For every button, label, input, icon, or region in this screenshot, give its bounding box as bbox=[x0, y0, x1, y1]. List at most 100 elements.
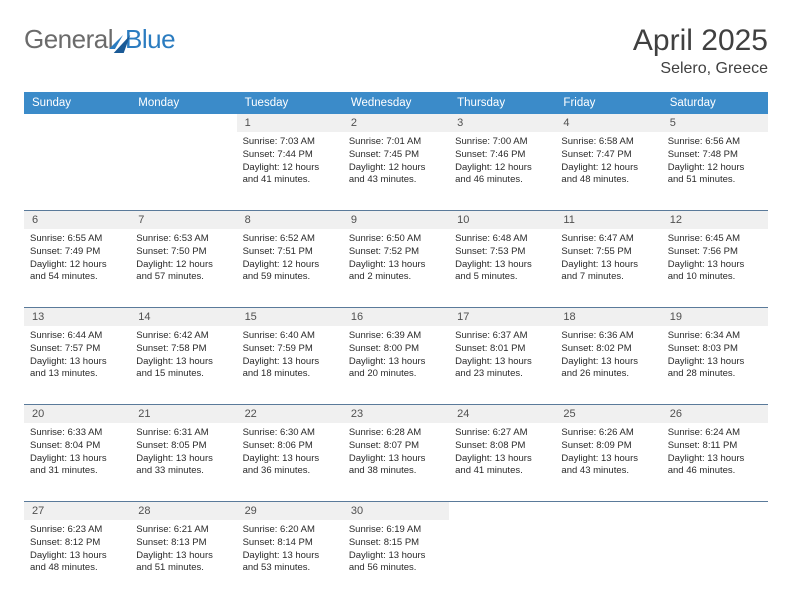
sunset: Sunset: 7:58 PM bbox=[136, 343, 230, 356]
sunset: Sunset: 7:46 PM bbox=[455, 149, 549, 162]
daylight: Daylight: 12 hours and 43 minutes. bbox=[349, 162, 443, 188]
daynum bbox=[24, 114, 130, 132]
dow-thu: Thursday bbox=[449, 92, 555, 114]
logo-text-2: Blue bbox=[125, 24, 175, 55]
daynum: 7 bbox=[130, 211, 236, 229]
sunrise: Sunrise: 6:30 AM bbox=[243, 427, 337, 440]
day-cell: Sunrise: 6:44 AMSunset: 7:57 PMDaylight:… bbox=[24, 326, 130, 404]
daynum-row: 13141516171819 bbox=[24, 308, 768, 326]
day-cell: Sunrise: 6:31 AMSunset: 8:05 PMDaylight:… bbox=[130, 423, 236, 501]
day-cell bbox=[555, 520, 661, 598]
daylight: Daylight: 13 hours and 28 minutes. bbox=[668, 356, 762, 382]
sunset: Sunset: 8:14 PM bbox=[243, 537, 337, 550]
daynum: 29 bbox=[237, 502, 343, 520]
sunrise: Sunrise: 6:20 AM bbox=[243, 524, 337, 537]
day-cell: Sunrise: 6:50 AMSunset: 7:52 PMDaylight:… bbox=[343, 229, 449, 307]
daynum: 12 bbox=[662, 211, 768, 229]
daylight: Daylight: 13 hours and 26 minutes. bbox=[561, 356, 655, 382]
sunset: Sunset: 7:57 PM bbox=[30, 343, 124, 356]
daylight: Daylight: 13 hours and 53 minutes. bbox=[243, 550, 337, 576]
daynum bbox=[662, 502, 768, 520]
day-cell: Sunrise: 6:30 AMSunset: 8:06 PMDaylight:… bbox=[237, 423, 343, 501]
sunset: Sunset: 7:53 PM bbox=[455, 246, 549, 259]
sunrise: Sunrise: 6:39 AM bbox=[349, 330, 443, 343]
sunrise: Sunrise: 6:23 AM bbox=[30, 524, 124, 537]
daynum: 8 bbox=[237, 211, 343, 229]
sunrise: Sunrise: 6:44 AM bbox=[30, 330, 124, 343]
daynum: 20 bbox=[24, 405, 130, 423]
sunrise: Sunrise: 6:42 AM bbox=[136, 330, 230, 343]
daylight: Daylight: 13 hours and 48 minutes. bbox=[30, 550, 124, 576]
day-cell: Sunrise: 6:37 AMSunset: 8:01 PMDaylight:… bbox=[449, 326, 555, 404]
sunset: Sunset: 7:52 PM bbox=[349, 246, 443, 259]
logo-text-1: General bbox=[24, 24, 113, 55]
sunrise: Sunrise: 6:50 AM bbox=[349, 233, 443, 246]
day-cell: Sunrise: 6:52 AMSunset: 7:51 PMDaylight:… bbox=[237, 229, 343, 307]
day-cell: Sunrise: 6:20 AMSunset: 8:14 PMDaylight:… bbox=[237, 520, 343, 598]
dow-mon: Monday bbox=[130, 92, 236, 114]
sunrise: Sunrise: 6:47 AM bbox=[561, 233, 655, 246]
sunset: Sunset: 7:49 PM bbox=[30, 246, 124, 259]
daylight: Daylight: 12 hours and 57 minutes. bbox=[136, 259, 230, 285]
day-cell bbox=[24, 132, 130, 210]
daynum: 13 bbox=[24, 308, 130, 326]
sunset: Sunset: 7:51 PM bbox=[243, 246, 337, 259]
dow-sun: Sunday bbox=[24, 92, 130, 114]
daylight: Daylight: 13 hours and 20 minutes. bbox=[349, 356, 443, 382]
daylight: Daylight: 13 hours and 41 minutes. bbox=[455, 453, 549, 479]
sunset: Sunset: 7:50 PM bbox=[136, 246, 230, 259]
daynum: 30 bbox=[343, 502, 449, 520]
daynum-row: 27282930 bbox=[24, 502, 768, 520]
location: Selero, Greece bbox=[633, 60, 768, 78]
sunset: Sunset: 7:56 PM bbox=[668, 246, 762, 259]
daynum: 10 bbox=[449, 211, 555, 229]
day-cell: Sunrise: 6:53 AMSunset: 7:50 PMDaylight:… bbox=[130, 229, 236, 307]
day-cell: Sunrise: 7:03 AMSunset: 7:44 PMDaylight:… bbox=[237, 132, 343, 210]
daylight: Daylight: 12 hours and 54 minutes. bbox=[30, 259, 124, 285]
sunrise: Sunrise: 6:33 AM bbox=[30, 427, 124, 440]
sunset: Sunset: 8:01 PM bbox=[455, 343, 549, 356]
sunset: Sunset: 8:02 PM bbox=[561, 343, 655, 356]
sunrise: Sunrise: 6:48 AM bbox=[455, 233, 549, 246]
sunrise: Sunrise: 6:21 AM bbox=[136, 524, 230, 537]
sunset: Sunset: 8:03 PM bbox=[668, 343, 762, 356]
day-cell: Sunrise: 7:00 AMSunset: 7:46 PMDaylight:… bbox=[449, 132, 555, 210]
daynum: 2 bbox=[343, 114, 449, 132]
sunset: Sunset: 7:47 PM bbox=[561, 149, 655, 162]
daylight: Daylight: 13 hours and 2 minutes. bbox=[349, 259, 443, 285]
daylight: Daylight: 13 hours and 46 minutes. bbox=[668, 453, 762, 479]
daynum: 6 bbox=[24, 211, 130, 229]
sunrise: Sunrise: 6:27 AM bbox=[455, 427, 549, 440]
daylight: Daylight: 12 hours and 46 minutes. bbox=[455, 162, 549, 188]
day-cell: Sunrise: 7:01 AMSunset: 7:45 PMDaylight:… bbox=[343, 132, 449, 210]
daynum: 17 bbox=[449, 308, 555, 326]
day-cell: Sunrise: 6:26 AMSunset: 8:09 PMDaylight:… bbox=[555, 423, 661, 501]
daylight: Daylight: 13 hours and 5 minutes. bbox=[455, 259, 549, 285]
daylight: Daylight: 13 hours and 36 minutes. bbox=[243, 453, 337, 479]
sunset: Sunset: 8:07 PM bbox=[349, 440, 443, 453]
sunset: Sunset: 7:59 PM bbox=[243, 343, 337, 356]
day-cell: Sunrise: 6:47 AMSunset: 7:55 PMDaylight:… bbox=[555, 229, 661, 307]
dow-fri: Friday bbox=[555, 92, 661, 114]
sunrise: Sunrise: 6:34 AM bbox=[668, 330, 762, 343]
daylight: Daylight: 13 hours and 7 minutes. bbox=[561, 259, 655, 285]
daynum bbox=[449, 502, 555, 520]
sunrise: Sunrise: 6:45 AM bbox=[668, 233, 762, 246]
daynum-row: 6789101112 bbox=[24, 211, 768, 229]
daylight: Daylight: 13 hours and 23 minutes. bbox=[455, 356, 549, 382]
day-cell: Sunrise: 6:55 AMSunset: 7:49 PMDaylight:… bbox=[24, 229, 130, 307]
daylight: Daylight: 13 hours and 31 minutes. bbox=[30, 453, 124, 479]
daynum: 3 bbox=[449, 114, 555, 132]
daynum: 22 bbox=[237, 405, 343, 423]
daynum-row: 12345 bbox=[24, 114, 768, 132]
daynum bbox=[555, 502, 661, 520]
daynum: 21 bbox=[130, 405, 236, 423]
header: General Blue April 2025 Selero, Greece bbox=[24, 24, 768, 78]
sunset: Sunset: 7:55 PM bbox=[561, 246, 655, 259]
daynum: 26 bbox=[662, 405, 768, 423]
daynum bbox=[130, 114, 236, 132]
dow-row: Sunday Monday Tuesday Wednesday Thursday… bbox=[24, 92, 768, 114]
day-cell: Sunrise: 6:40 AMSunset: 7:59 PMDaylight:… bbox=[237, 326, 343, 404]
sunset: Sunset: 8:12 PM bbox=[30, 537, 124, 550]
daynum: 14 bbox=[130, 308, 236, 326]
